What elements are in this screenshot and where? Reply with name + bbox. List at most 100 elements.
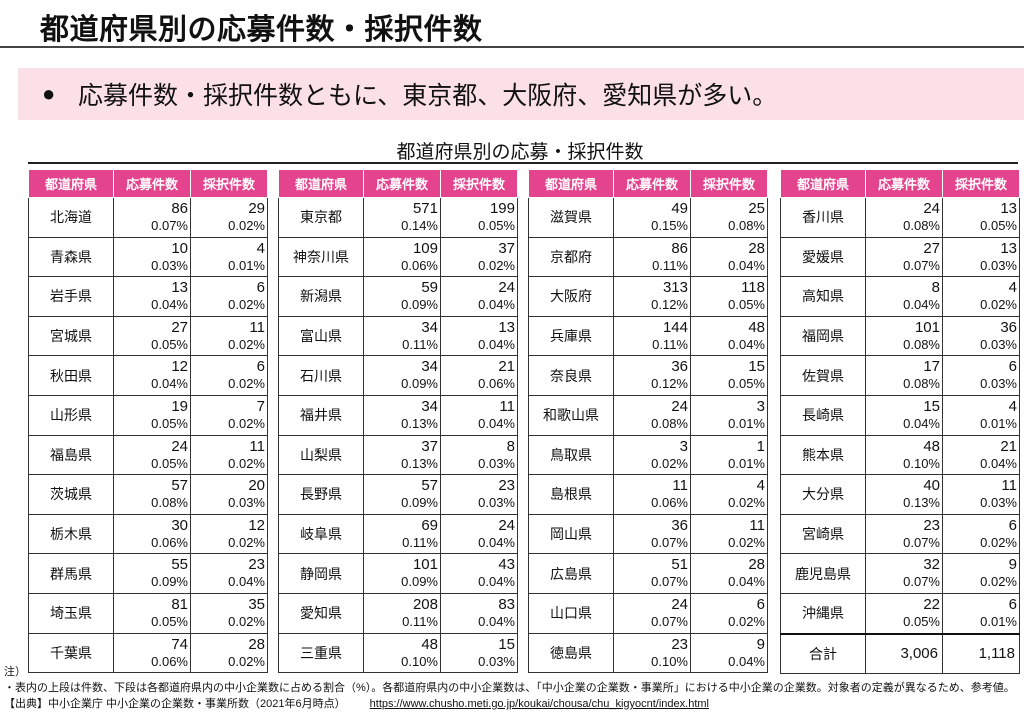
adoption-count-cell: 24 0.04% [440,513,518,555]
application-count-cell: 81 0.05% [113,592,191,634]
prefecture-name: 香川県 [780,197,866,238]
application-count-cell: 49 0.15% [613,197,691,238]
application-count: 57 [171,477,188,495]
adoption-count: 9 [1008,556,1017,574]
prefecture-name: 神奈川県 [278,236,364,278]
application-count: 24 [671,595,688,613]
application-count: 86 [671,239,688,257]
application-count: 37 [421,437,438,455]
application-count-percent: 0.05% [151,415,188,431]
application-count-cell: 12 0.04% [113,355,191,396]
application-count: 8 [931,279,940,297]
source-link[interactable]: https://www.chusho.meti.go.jp/koukai/cho… [369,698,710,710]
adoption-count-cell: 83 0.04% [440,592,518,634]
prefecture-name: 大阪府 [528,276,614,317]
application-count-cell: 34 0.11% [363,315,441,357]
adoption-count-percent: 0.02% [228,415,265,431]
application-count-percent: 0.15% [651,218,688,233]
adoption-count: 6 [256,279,265,297]
application-count-cell: 208 0.11% [363,592,441,634]
table-row: 三重県 48 0.10% 15 0.03% [278,632,518,674]
application-count-cell: 13 0.04% [113,276,191,317]
application-count: 36 [671,516,688,534]
application-count: 24 [923,200,940,217]
adoption-count: 13 [498,318,515,336]
adoption-count-percent: 0.04% [478,336,515,352]
adoption-count-cell: 6 0.03% [942,355,1020,396]
header-adoptions: 採択件数 [690,170,768,198]
application-count-percent: 0.11% [402,613,438,629]
table-row: 高知県 8 0.04% 4 0.02% [780,276,1020,317]
application-count: 109 [412,239,438,257]
application-count: 101 [914,318,940,336]
application-count-cell: 55 0.09% [113,553,191,594]
table-row: 長野県 57 0.09% 23 0.03% [278,474,518,515]
adoption-count-percent: 0.04% [478,574,515,590]
application-count: 27 [171,318,188,336]
application-count: 74 [171,635,188,653]
adoption-count-percent: 0.03% [980,495,1017,511]
application-count-percent: 0.07% [903,257,940,273]
application-count-cell: 36 0.07% [613,513,691,555]
adoption-count-cell: 24 0.04% [440,276,518,317]
application-count-cell: 27 0.07% [865,236,943,278]
adoption-count-cell: 4 0.02% [942,276,1020,317]
application-count: 24 [671,397,688,415]
table-row: 新潟県 59 0.09% 24 0.04% [278,276,518,317]
prefecture-name: 長野県 [278,474,364,515]
adoption-count: 4 [256,239,265,257]
application-count-cell: 27 0.05% [113,315,191,357]
adoption-count: 21 [498,358,515,376]
prefecture-name: 福岡県 [780,315,866,357]
adoption-count-cell: 11 0.02% [190,315,268,357]
adoption-count: 12 [248,516,265,534]
application-count: 22 [923,595,940,613]
adoption-count-percent: 0.02% [228,218,265,233]
adoption-count: 28 [748,239,765,257]
prefecture-name: 島根県 [528,474,614,515]
prefecture-name: 佐賀県 [780,355,866,396]
prefecture-name: 高知県 [780,276,866,317]
application-count-cell: 86 0.11% [613,236,691,278]
adoption-count-cell: 6 0.01% [942,592,1020,635]
application-count-cell: 69 0.11% [363,513,441,555]
adoption-count-percent: 0.04% [478,297,515,313]
adoption-count: 6 [1008,595,1017,613]
application-count: 144 [662,318,688,336]
adoption-count-cell: 13 0.05% [942,197,1020,238]
adoption-count-cell: 29 0.02% [190,197,268,238]
adoption-count: 8 [506,437,515,455]
application-count: 57 [421,477,438,495]
adoption-count: 25 [748,200,765,217]
adoption-count-percent: 0.02% [228,297,265,313]
application-count-percent: 0.07% [651,534,688,550]
adoption-count: 36 [1000,318,1017,336]
application-count-percent: 0.13% [903,495,940,511]
adoption-count: 3 [756,397,765,415]
adoption-count-percent: 0.05% [478,218,515,233]
source-text: 【出典】中小企業庁 中小企業の企業数・事業所数（2021年6月時点） [4,698,346,710]
prefecture-name: 埼玉県 [28,592,114,634]
adoption-count-percent: 0.02% [228,376,265,392]
application-count: 34 [421,318,438,336]
prefecture-name: 宮城県 [28,315,114,357]
header-adoptions: 採択件数 [942,170,1020,198]
adoption-count: 23 [248,556,265,574]
adoption-count-cell: 35 0.02% [190,592,268,634]
table-row: 鹿児島県 32 0.07% 9 0.02% [780,553,1020,594]
title-divider [0,46,1024,48]
adoption-count-cell: 12 0.02% [190,513,268,555]
application-count-cell: 74 0.06% [113,632,191,674]
adoption-count: 83 [498,595,515,613]
application-count-percent: 0.13% [401,455,438,471]
adoption-count-percent: 0.02% [228,653,265,669]
application-count-percent: 0.07% [651,613,688,629]
prefecture-name: 広島県 [528,553,614,594]
application-count-cell: 48 0.10% [865,434,943,476]
application-count: 51 [671,556,688,574]
application-count-percent: 0.14% [401,218,438,233]
prefecture-table: 都道府県 応募件数 採択件数 北海道 86 0.07% 29 0.02% 青森県 10 0.03% 4… [28,170,268,674]
prefecture-name: 山梨県 [278,434,364,476]
application-count-percent: 0.09% [401,297,438,313]
adoption-count-cell: 11 0.04% [440,394,518,436]
